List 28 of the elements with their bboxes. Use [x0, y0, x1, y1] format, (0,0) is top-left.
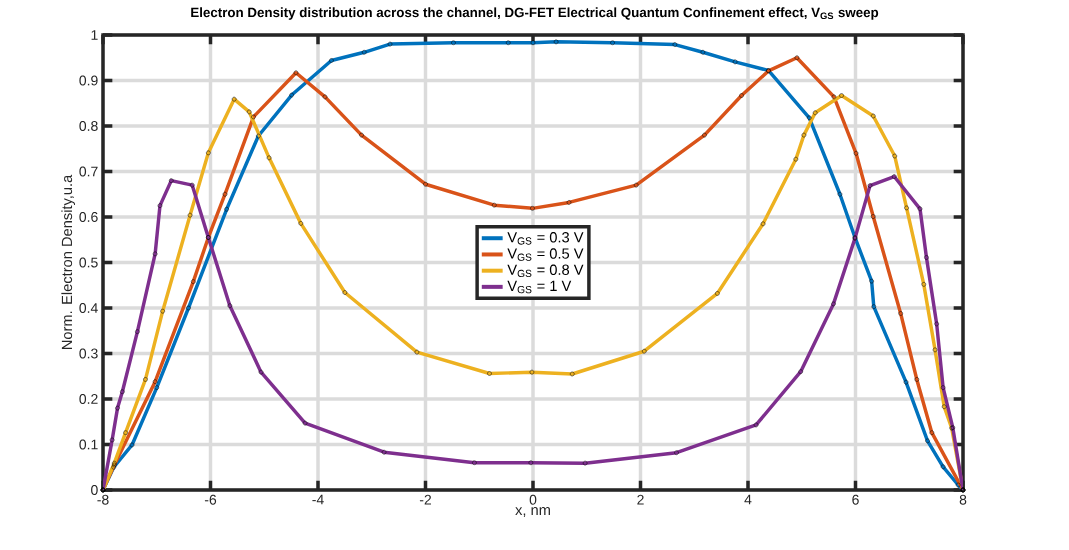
x-axis-title: x, nm — [515, 507, 550, 517]
x-tick-label: 4 — [744, 494, 752, 505]
legend-label: V$_{GS}$ = 0.5 V — [507, 248, 584, 261]
y-tick-label: 0.3 — [79, 348, 98, 359]
x-tick-label: 2 — [637, 494, 644, 505]
y-axis-title: Norm. Electron Density,u.a — [61, 174, 75, 350]
legend-label: V$_{GS}$ = 0.8 V — [507, 264, 584, 278]
x-tick-label: -4 — [312, 494, 324, 505]
line-series — [100, 174, 966, 493]
x-tick-label: -6 — [204, 494, 217, 505]
legend-label: V$_{GS}$ = 0.3 V — [507, 232, 584, 245]
x-tick-label: -8 — [97, 494, 109, 505]
y-tick-label: 0.5 — [79, 257, 98, 268]
x-tick-label: 8 — [959, 494, 967, 505]
y-tick-label: 0 — [91, 485, 98, 495]
x-tick-label: -2 — [419, 494, 432, 505]
y-tick-label: 0.6 — [79, 212, 98, 222]
y-tick-label: 0.8 — [79, 121, 98, 131]
x-tick-label: 6 — [852, 494, 859, 505]
legend-label: V$_{GS}$ = 1 V — [507, 280, 572, 294]
y-tick-label: 0.1 — [79, 439, 98, 450]
chart-title: Electron Density distribution across the channel, DG-FET Electrical Quantum Confinement effect, V$_{GS}$ sweep — [191, 7, 879, 20]
y-tick-label: 1 — [91, 30, 98, 40]
y-tick-label: 0.7 — [79, 166, 98, 177]
y-tick-label: 0.4 — [79, 303, 98, 313]
y-tick-label: 0.2 — [79, 394, 98, 404]
x-tick-label: 0 — [529, 494, 537, 505]
y-tick-label: 0.9 — [79, 75, 98, 86]
